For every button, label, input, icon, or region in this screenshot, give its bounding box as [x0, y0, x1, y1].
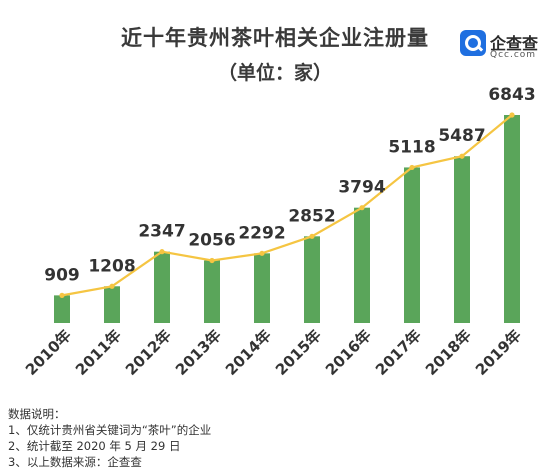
data-label-2014年: 2292	[238, 223, 285, 243]
tick-label-2016年: 2016年	[322, 326, 375, 379]
trend-point-2010年	[59, 292, 65, 298]
data-label-2012年: 2347	[138, 222, 185, 242]
bar-2012年	[154, 251, 170, 323]
magnifier-icon	[460, 30, 486, 56]
data-label-2017年: 5118	[388, 137, 435, 157]
data-label-2013年: 2056	[188, 231, 235, 251]
data-label-2011年: 1208	[88, 256, 135, 276]
chart-subtitle: （单位：家）	[217, 62, 332, 84]
trend-point-2018年	[459, 153, 465, 159]
qcc-logo: 企查查 Qcc.com	[460, 30, 544, 70]
bar-2017年	[404, 167, 420, 323]
note-item-3: 3、以上数据来源：企查查	[8, 455, 142, 469]
bar-2016年	[354, 207, 370, 323]
trend-point-2013年	[209, 257, 215, 264]
tick-label-2015年: 2015年	[272, 326, 325, 379]
data-label-2018年: 5487	[438, 126, 485, 146]
data-label-2015年: 2852	[288, 206, 335, 226]
tick-label-2012年: 2012年	[122, 326, 175, 379]
data-label-2016年: 3794	[338, 178, 385, 198]
bar-2015年	[304, 236, 320, 323]
title-block: 近十年贵州茶叶相关企业注册量 （单位：家）	[0, 22, 550, 85]
chart-title: 近十年贵州茶叶相关企业注册量	[121, 26, 429, 50]
notes-heading: 数据说明：	[8, 407, 66, 421]
trend-point-2012年	[159, 249, 165, 255]
bar-2018年	[454, 156, 470, 323]
trend-point-2019年	[509, 112, 515, 118]
trend-point-2015年	[309, 233, 315, 239]
bar-2019年	[504, 115, 520, 323]
trend-point-2011年	[109, 283, 115, 289]
note-item-2: 2、统计截至 2020 年 5 月 29 日	[8, 439, 181, 453]
trend-line	[61, 114, 513, 297]
trend-point-2014年	[259, 250, 265, 256]
trend-point-2017年	[409, 164, 415, 171]
tick-label-2017年: 2017年	[372, 326, 425, 379]
tick-label-2013年: 2013年	[172, 326, 225, 379]
bar-2011年	[104, 286, 120, 323]
data-label-2010年: 909	[44, 265, 80, 285]
bar-2013年	[204, 260, 220, 323]
tick-label-2019年: 2019年	[472, 326, 525, 379]
logo-domain: Qcc.com	[490, 50, 537, 60]
note-item-1: 1、仅统计贵州省关键词为“茶叶”的企业	[8, 423, 212, 437]
logo-name: 企查查	[490, 34, 539, 53]
tick-label-2011年: 2011年	[72, 326, 125, 379]
tick-label-2018年: 2018年	[422, 326, 475, 379]
trend-point-2016年	[359, 205, 365, 211]
bar-2014年	[254, 253, 270, 323]
bar-2010年	[54, 295, 70, 323]
tick-label-2014年: 2014年	[222, 326, 275, 379]
data-label-2019年: 6843	[488, 85, 535, 105]
tick-label-2010年: 2010年	[22, 326, 75, 379]
data-notes: 数据说明： 1、仅统计贵州省关键词为“茶叶”的企业 2、统计截至 2020 年 …	[8, 406, 211, 470]
